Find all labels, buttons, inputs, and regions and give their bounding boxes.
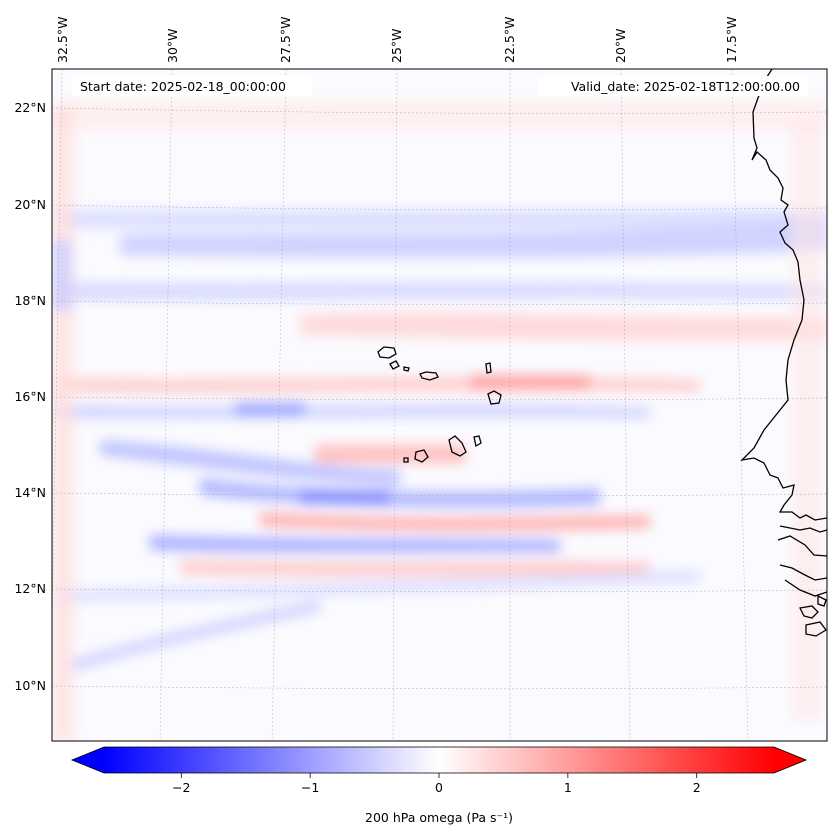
colorbar-tick-label: 2 xyxy=(693,780,701,795)
lon-label: 17.5°W xyxy=(724,17,739,63)
colorbar: −2 −1 0 1 2 200 hPa omega (Pa s⁻¹) xyxy=(70,746,808,825)
lat-label: 14°N xyxy=(14,485,46,500)
lon-label: 22.5°W xyxy=(502,17,517,63)
lon-label: 32.5°W xyxy=(55,17,70,63)
lat-label: 16°N xyxy=(14,389,46,404)
date-annotations: Start date: 2025-02-18_00:00:00 Valid_da… xyxy=(72,76,808,96)
graticule xyxy=(52,69,827,741)
lat-label: 10°N xyxy=(14,678,46,693)
colorbar-tick-label: 0 xyxy=(435,780,443,795)
colorbar-tick-label: −2 xyxy=(172,780,190,795)
lat-label: 20°N xyxy=(14,197,46,212)
latitude-labels: 22°N 20°N 18°N 16°N 14°N 12°N 10°N xyxy=(14,100,46,693)
lon-label: 20°W xyxy=(613,28,628,63)
africa-coastline xyxy=(740,69,827,637)
lon-label: 30°W xyxy=(165,28,180,63)
lat-label: 12°N xyxy=(14,581,46,596)
colorbar-tick-label: −1 xyxy=(301,780,319,795)
colorbar-ticks: −2 −1 0 1 2 xyxy=(172,773,701,795)
valid-date-box xyxy=(538,76,808,96)
lat-label: 22°N xyxy=(14,100,46,115)
start-date-label: Start date: 2025-02-18_00:00:00 xyxy=(80,79,286,94)
colorbar-max-extension xyxy=(774,747,806,773)
map-panel xyxy=(51,68,828,742)
lon-label: 27.5°W xyxy=(278,17,293,63)
colorbar-tick-label: 1 xyxy=(564,780,572,795)
longitude-labels: 32.5°W 30°W 27.5°W 25°W 22.5°W 20°W 17.5… xyxy=(55,17,739,63)
colorbar-gradient xyxy=(104,747,774,773)
lon-label: 25°W xyxy=(389,28,404,63)
start-date-box xyxy=(72,76,312,96)
colorbar-outline xyxy=(70,746,808,774)
colorbar-label: 200 hPa omega (Pa s⁻¹) xyxy=(365,810,513,825)
valid-date-label: Valid_date: 2025-02-18T12:00:00.00 xyxy=(571,79,800,94)
colorbar-min-extension xyxy=(72,747,104,773)
cape-verde-islands xyxy=(377,346,502,463)
omega-field xyxy=(52,100,827,741)
lat-label: 18°N xyxy=(14,293,46,308)
